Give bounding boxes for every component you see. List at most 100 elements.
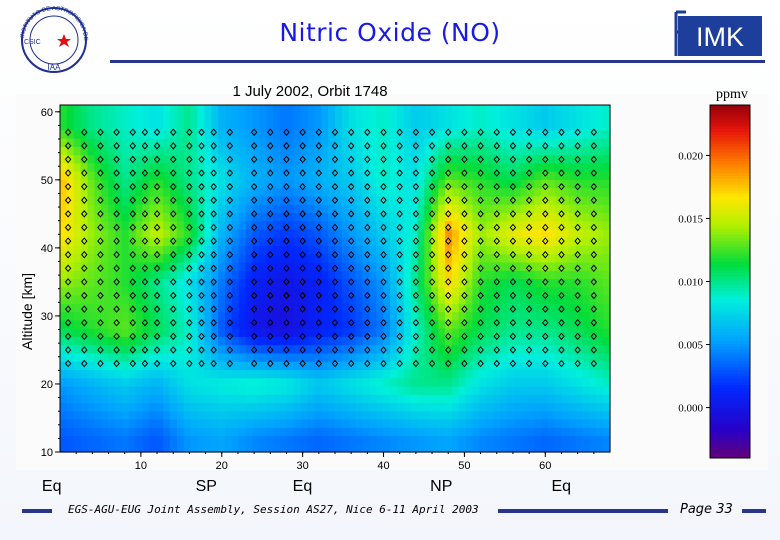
heatmap-cell	[506, 261, 515, 271]
heatmap-cell	[80, 336, 89, 346]
retrieval-point	[558, 332, 565, 341]
retrieval-point	[558, 264, 565, 273]
heatmap-cell	[211, 146, 219, 156]
heatmap-cell	[348, 245, 357, 255]
heatmap-cell	[176, 311, 185, 321]
region-label: Eq	[41, 478, 62, 495]
heatmap-cell	[135, 385, 144, 395]
heatmap-cell	[115, 336, 123, 346]
heatmap-cell	[176, 385, 185, 395]
retrieval-point	[299, 196, 306, 205]
retrieval-point	[186, 128, 193, 136]
heatmap-cell	[94, 105, 102, 114]
heatmap-cell	[218, 295, 226, 304]
heatmap-cell	[101, 278, 109, 288]
heatmap-cell	[513, 278, 522, 288]
heatmap-cell	[390, 319, 398, 329]
heatmap-cell	[149, 402, 157, 412]
heatmap-cell	[218, 303, 226, 313]
retrieval-point	[461, 346, 468, 354]
heatmap-cell	[603, 443, 611, 453]
retrieval-point	[250, 142, 258, 150]
heatmap-cell	[486, 435, 494, 445]
heatmap-cell	[417, 394, 425, 404]
heatmap-cell	[149, 443, 157, 453]
heatmap-cell	[60, 228, 68, 238]
heatmap-cell	[218, 261, 226, 271]
heatmap-cell	[541, 187, 549, 197]
heatmap-cell	[307, 179, 315, 189]
heatmap-cell	[335, 162, 343, 172]
heatmap-cell	[403, 237, 412, 247]
heatmap-cell	[183, 228, 192, 238]
colorbar-tick-label: 0.020	[678, 150, 703, 162]
heatmap-cell	[458, 129, 467, 139]
heatmap-cell	[163, 129, 171, 139]
heatmap-cell	[108, 105, 116, 114]
heatmap-cell	[293, 129, 302, 139]
heatmap-cell	[596, 385, 604, 395]
heatmap-cell	[156, 237, 164, 247]
heatmap-cell	[163, 427, 171, 437]
heatmap-cell	[424, 394, 432, 404]
heatmap-cell	[273, 138, 281, 147]
heatmap-cell	[293, 253, 302, 263]
heatmap-cell	[307, 204, 315, 213]
heatmap-cell	[390, 105, 398, 114]
heatmap-cell	[589, 336, 597, 346]
retrieval-point	[198, 264, 205, 273]
heatmap-cell	[376, 418, 384, 428]
heatmap-cell	[438, 220, 446, 230]
heatmap-cell	[500, 443, 508, 453]
colorbar-step	[710, 207, 750, 212]
heatmap-cell	[527, 361, 535, 370]
retrieval-point	[412, 155, 420, 164]
heatmap-cell	[204, 427, 212, 437]
heatmap-cell	[245, 361, 254, 370]
heatmap-cell	[190, 336, 199, 346]
heatmap-cell	[170, 278, 178, 288]
heatmap-cell	[252, 328, 260, 337]
heatmap-cell	[603, 410, 611, 420]
heatmap-cell	[369, 154, 377, 164]
heatmap-cell	[204, 295, 212, 304]
heatmap-cell	[335, 195, 343, 205]
retrieval-point	[574, 182, 581, 191]
heatmap-cell	[541, 228, 549, 238]
heatmap-cell	[280, 303, 288, 313]
heatmap-cell	[259, 162, 267, 172]
heatmap-cell	[314, 105, 322, 114]
retrieval-point	[113, 169, 120, 177]
retrieval-point	[129, 250, 137, 259]
heatmap-cell	[438, 402, 446, 412]
heatmap-cell	[376, 361, 384, 370]
retrieval-point	[81, 210, 88, 218]
heatmap-cell	[589, 228, 597, 238]
heatmap-cell	[142, 212, 150, 222]
heatmap-cell	[218, 336, 226, 346]
heatmap-cell	[286, 427, 295, 437]
retrieval-point	[81, 182, 88, 191]
retrieval-point	[574, 196, 581, 205]
heatmap-cell	[417, 204, 425, 213]
heatmap-cell	[231, 311, 240, 321]
heatmap-cell	[218, 129, 226, 139]
heatmap-cell	[348, 311, 357, 321]
retrieval-point	[509, 128, 517, 136]
heatmap-cell	[280, 344, 288, 354]
retrieval-point	[186, 318, 193, 327]
heatmap-cell	[383, 121, 391, 131]
heatmap-cell	[101, 129, 109, 139]
heatmap-cell	[589, 418, 597, 428]
heatmap-cell	[321, 435, 329, 445]
heatmap-cell	[73, 402, 82, 412]
heatmap-cell	[348, 336, 357, 346]
heatmap-cell	[431, 261, 439, 271]
heatmap-cell	[431, 129, 439, 139]
heatmap-cell	[369, 286, 377, 296]
heatmap-cell	[94, 146, 102, 156]
heatmap-cell	[451, 394, 460, 404]
heatmap-cell	[383, 295, 391, 304]
heatmap-cell	[555, 369, 563, 379]
heatmap-cell	[197, 303, 205, 313]
